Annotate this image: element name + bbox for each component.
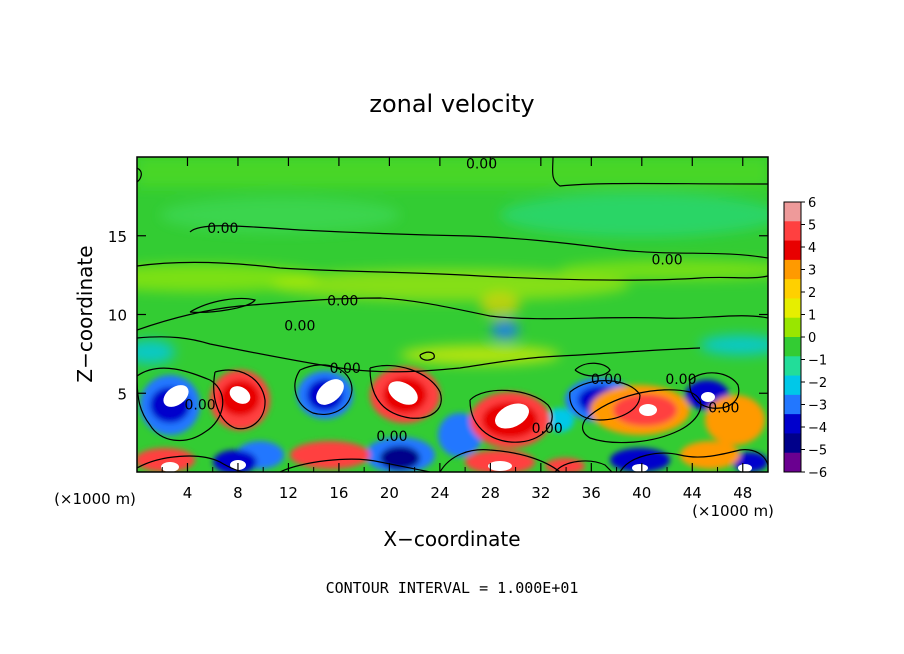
x-tick-label: 40 [632, 484, 651, 502]
contour-label: 0.00 [591, 372, 622, 388]
y-unit-label: (×1000 m) [54, 490, 136, 508]
x-tick-label: 16 [329, 484, 348, 502]
colorbar-swatch [784, 259, 801, 280]
contour-interval-footer: CONTOUR INTERVAL = 1.000E+01 [326, 579, 579, 597]
colorbar-swatch [784, 414, 801, 434]
contour-label: 0.00 [708, 400, 739, 416]
x-tick-label: 8 [233, 484, 243, 502]
colorbar-label: 5 [808, 219, 816, 234]
contour-label: 0.00 [327, 293, 358, 309]
x-axis: 4 8 12 16 20 24 28 32 36 40 44 48 [161, 157, 752, 502]
colorbar-swatch [784, 240, 801, 261]
contour-label: 0.00 [330, 361, 361, 377]
colorbar-label: −2 [808, 376, 827, 391]
colorbar-label: 4 [808, 241, 816, 256]
contour-label: 0.00 [466, 156, 497, 172]
contour-label: 0.00 [376, 429, 407, 445]
contour-label: 0.00 [185, 397, 216, 413]
colorbar-swatch [784, 356, 801, 377]
colorbar-label: −5 [808, 444, 827, 459]
x-unit-label: (×1000 m) [692, 502, 774, 520]
colorbar-swatch [784, 221, 801, 242]
colorbar-label: −4 [808, 421, 827, 436]
chart-title: zonal velocity [369, 90, 534, 118]
x-tick-label: 12 [279, 484, 298, 502]
y-axis: 5 10 15 [108, 228, 768, 403]
colorbar-label: −1 [808, 354, 827, 369]
contour-label: 0.00 [651, 252, 682, 268]
contour-label: 0.00 [284, 319, 315, 335]
colorbar-swatch [784, 452, 801, 473]
x-tick-label: 36 [582, 484, 601, 502]
colorbar: 6 5 4 3 2 1 0 −1 −2 −3 −4 −5 −6 [783, 196, 827, 481]
colorbar-swatch [784, 279, 801, 299]
colorbar-swatch [784, 298, 801, 319]
x-tick-label: 24 [430, 484, 449, 502]
heatmap-field [137, 157, 768, 472]
x-tick-label: 32 [531, 484, 550, 502]
colorbar-label: −6 [808, 466, 827, 481]
colorbar-label: 6 [808, 196, 816, 211]
y-tick-label: 15 [108, 228, 127, 246]
x-axis-title: X−coordinate [383, 527, 520, 551]
colorbar-swatch [784, 433, 801, 454]
contour-label: 0.00 [207, 221, 238, 237]
contour-labels: 0.00 0.00 0.00 0.00 0.00 0.00 0.00 0.00 0.00 0.00… [185, 156, 740, 444]
colorbar-swatch [784, 337, 801, 357]
x-tick-label: 44 [683, 484, 702, 502]
x-tick-label: 28 [481, 484, 500, 502]
colorbar-swatch [784, 394, 801, 415]
x-tick-label: 20 [380, 484, 399, 502]
contour-lines [137, 157, 768, 472]
contour-label: 0.00 [532, 421, 563, 437]
colorbar-swatch [784, 317, 801, 338]
x-tick-label: 48 [733, 484, 752, 502]
contour-label: 0.00 [665, 372, 696, 388]
colorbar-label: 1 [808, 309, 816, 324]
colorbar-label: 2 [808, 286, 816, 301]
y-tick-label: 5 [117, 385, 127, 403]
y-axis-title: Z−coordinate [73, 245, 97, 382]
colorbar-label: 3 [808, 264, 816, 279]
y-tick-label: 10 [108, 307, 127, 325]
colorbar-swatch [784, 202, 801, 222]
colorbar-label: −3 [808, 399, 827, 414]
colorbar-swatch [784, 375, 801, 396]
colorbar-label: 0 [808, 331, 816, 346]
x-tick-label: 4 [183, 484, 193, 502]
